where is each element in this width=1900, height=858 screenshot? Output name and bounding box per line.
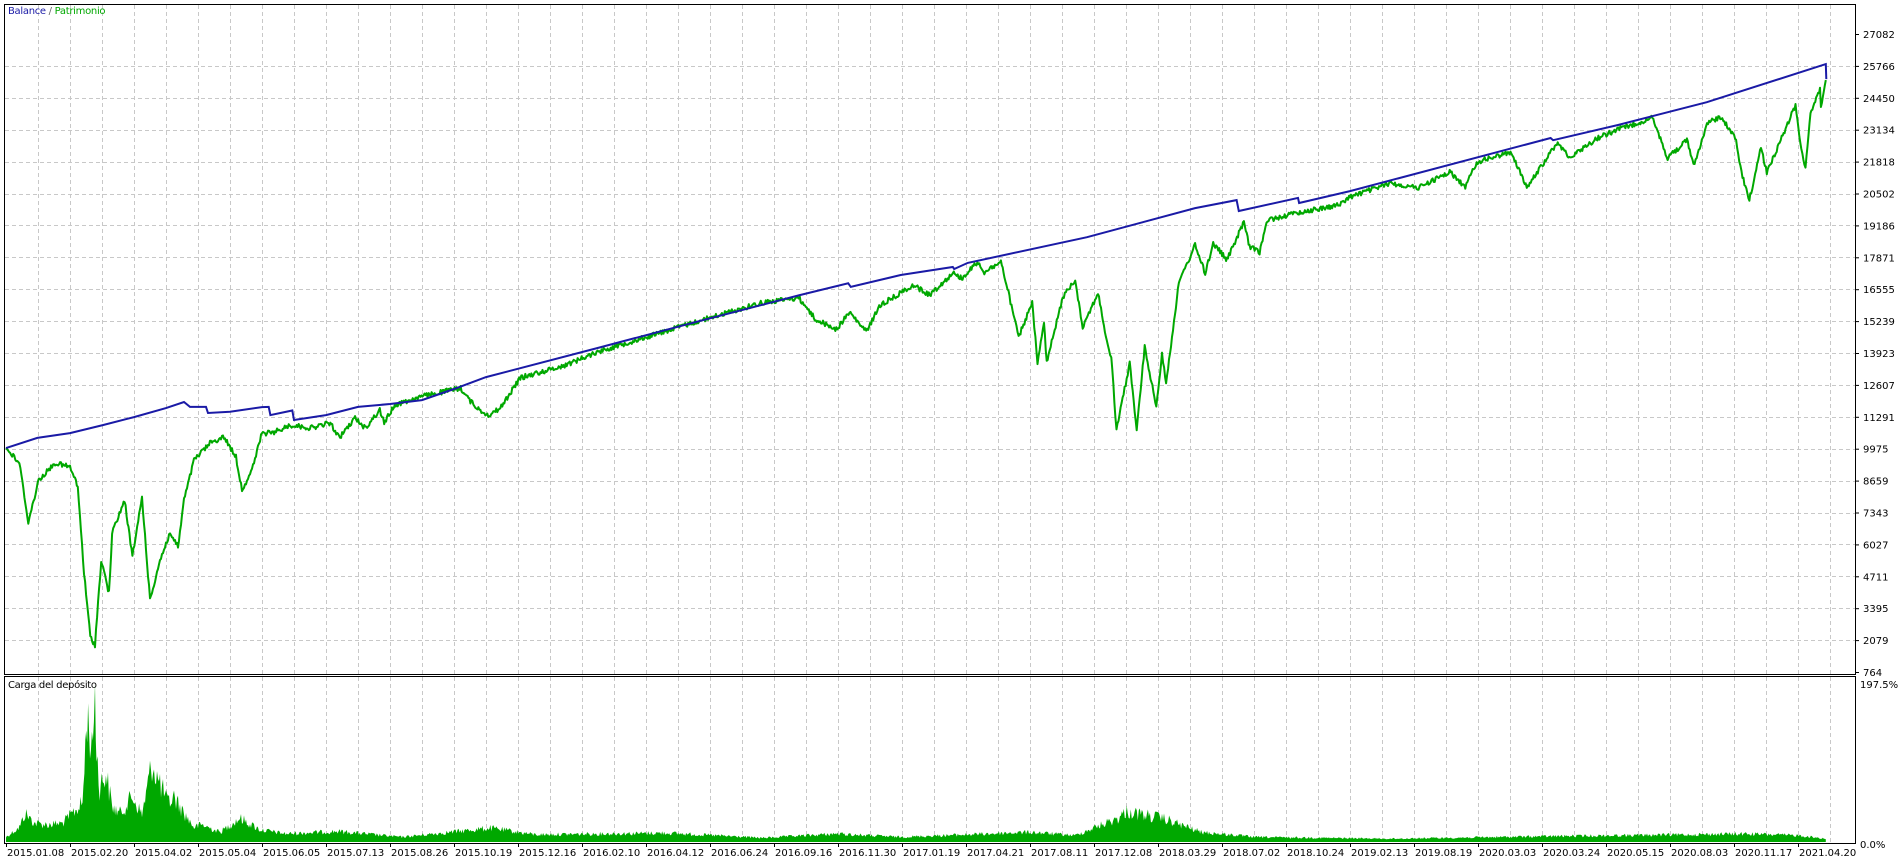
x-tick-label: 2020.03.24: [1543, 848, 1600, 858]
x-tick-label: 2016.02.10: [583, 848, 640, 858]
x-tick-label: 2018.10.24: [1287, 848, 1344, 858]
y-tick-label: 6027: [1863, 540, 1888, 551]
y-tick-label: 15239: [1863, 317, 1895, 328]
x-tick-label: 2018.07.02: [1223, 848, 1280, 858]
y-tick-label: 17871: [1863, 253, 1895, 264]
x-tick-label: 2015.10.19: [455, 848, 512, 858]
y-tick-label: 11291: [1863, 413, 1895, 424]
x-tick-label: 2020.03.03: [1479, 848, 1536, 858]
y-tick-label: 7343: [1863, 509, 1888, 520]
x-tick-label: 2015.01.08: [7, 848, 64, 858]
deposit-load-pane: [6, 684, 1826, 842]
load-min-label: 0.0%: [1860, 840, 1885, 851]
x-axis: 2015.01.08 2015.02.20 2015.04.02 2015.05.04…: [6, 843, 1856, 858]
legend-separator: /: [45, 6, 55, 17]
deposit-load-area: [6, 684, 1826, 842]
x-tick-label: 2017.01.19: [903, 848, 960, 858]
y-tick-label: 20502: [1863, 190, 1895, 201]
x-tick-label: 2015.05.04: [199, 848, 256, 858]
grid: [5, 5, 1855, 843]
load-max-label: 197.5%: [1860, 680, 1898, 691]
main-pane-frame: [4, 4, 1856, 675]
x-tick-label: 2019.02.13: [1351, 848, 1408, 858]
x-tick-label: 2015.07.13: [327, 848, 384, 858]
y-axis: 27082 25766 24450 23134 21818 20502 19186 17871…: [1855, 30, 1898, 851]
y-tick-label: 25766: [1863, 62, 1895, 73]
x-tick-label: 2020.08.03: [1671, 848, 1728, 858]
x-tick-label: 2020.05.15: [1607, 848, 1664, 858]
x-tick-label: 2016.09.16: [775, 848, 832, 858]
chart-legend: Balance / Patrimonio: [8, 6, 106, 17]
equity-line: [5, 79, 1827, 649]
y-tick-label: 12607: [1863, 381, 1895, 392]
y-tick-label: 3395: [1863, 604, 1888, 615]
x-tick-label: 2019.08.19: [1415, 848, 1472, 858]
y-tick-label: 23134: [1863, 126, 1895, 137]
y-tick-label: 8659: [1863, 477, 1888, 488]
y-tick-label: 16555: [1863, 285, 1895, 296]
y-tick-label: 24450: [1863, 94, 1895, 105]
x-tick-label: 2015.08.26: [391, 848, 448, 858]
y-tick-label: 21818: [1863, 158, 1895, 169]
lower-pane-frame: [4, 676, 1856, 844]
y-tick-label: 19186: [1863, 221, 1895, 232]
y-tick-label: 4711: [1863, 572, 1888, 583]
x-tick-label: 2017.08.11: [1031, 848, 1088, 858]
y-tick-label: 27082: [1863, 30, 1895, 41]
y-tick-label: 13923: [1863, 349, 1895, 360]
x-tick-label: 2020.11.17: [1735, 848, 1792, 858]
x-tick-label: 2015.02.20: [71, 848, 128, 858]
x-tick-label: 2016.11.30: [839, 848, 896, 858]
x-tick-label: 2015.06.05: [263, 848, 320, 858]
deposit-load-label: Carga del depósito: [8, 680, 97, 691]
x-tick-label: 2017.04.21: [967, 848, 1024, 858]
balance-line: [5, 62, 1828, 450]
x-tick-label: 2017.12.08: [1095, 848, 1152, 858]
y-tick-label: 2079: [1863, 636, 1888, 647]
y-tick-label: 764: [1863, 668, 1882, 679]
x-tick-label: 2015.12.16: [519, 848, 576, 858]
x-tick-label: 2021.04.20: [1799, 848, 1856, 858]
x-tick-label: 2015.04.02: [135, 848, 192, 858]
y-tick-label: 9975: [1863, 445, 1888, 456]
x-tick-label: 2016.06.24: [711, 848, 768, 858]
x-tick-label: 2018.03.29: [1159, 848, 1216, 858]
x-tick-label: 2016.04.12: [647, 848, 704, 858]
legend-equity: Patrimonio: [54, 6, 106, 17]
legend-balance: Balance: [8, 6, 46, 17]
equity-balance-lines: [5, 62, 1828, 649]
